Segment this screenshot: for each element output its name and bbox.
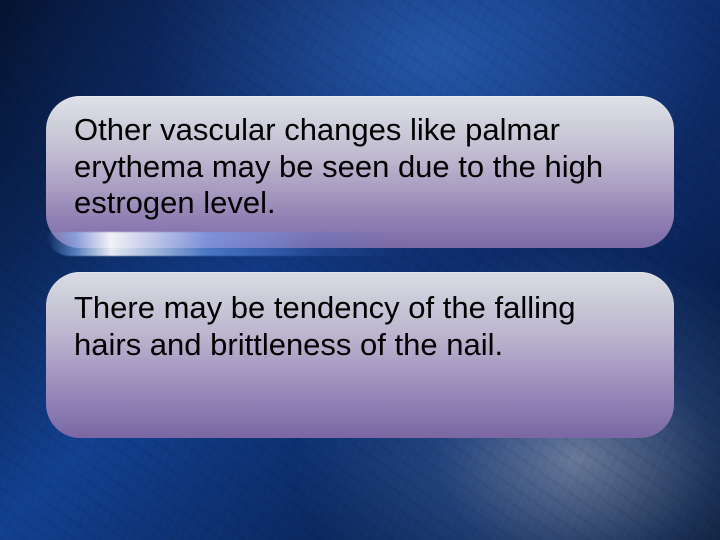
content-card-2: There may be tendency of the falling hai… bbox=[46, 272, 674, 438]
content-card-1: Other vascular changes like palmar eryth… bbox=[46, 96, 674, 248]
slide-background: Other vascular changes like palmar eryth… bbox=[0, 0, 720, 540]
card-1-text: Other vascular changes like palmar eryth… bbox=[74, 112, 638, 222]
card-2-text: There may be tendency of the falling hai… bbox=[74, 290, 644, 363]
